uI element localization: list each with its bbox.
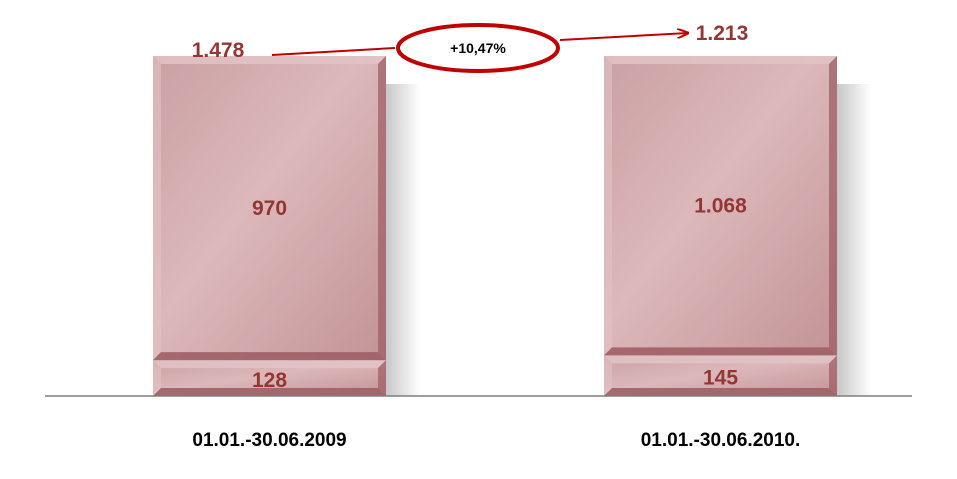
bar-top-0-bevel-left: [153, 56, 161, 361]
value-label-top-0: 970: [252, 197, 287, 220]
bar-base-0-bevel-left: [153, 360, 161, 396]
bar-shadows: [386, 84, 871, 396]
growth-arrow: [271, 47, 396, 56]
bar-base-1-bevel-bottom: [604, 388, 837, 396]
bar-base-1-bevel-left: [604, 355, 612, 396]
bars: [153, 56, 837, 396]
growth-label: +10,47%: [450, 40, 506, 56]
bar-top-0: [153, 56, 386, 361]
bar-base-0: [153, 360, 386, 396]
growth-annotation: +10,47%: [271, 23, 688, 73]
category-label-0: 01.01.-30.06.2009: [192, 430, 346, 451]
value-label-top-1: 1.068: [694, 195, 747, 218]
bar-top-0-face: [153, 56, 386, 361]
bar-shadow-1: [837, 84, 871, 396]
bar-top-1-bevel-top: [604, 56, 837, 64]
bar-base-0-bevel-right: [378, 360, 386, 396]
growth-ellipse: [396, 23, 560, 73]
bar-shadow-0: [386, 84, 420, 396]
bar-base-0-bevel-top: [153, 360, 386, 369]
value-label-base-0: 128: [252, 369, 287, 392]
bar-base-1-bevel-top: [604, 355, 837, 364]
bar-top-1: [604, 56, 837, 356]
value-label-base-1: 145: [703, 367, 738, 390]
labels: 128 970 01.01.-30.06.2009 145 1.068 01.01.-30…: [192, 22, 801, 451]
bar-base-0-bevel-bottom: [153, 388, 386, 396]
bar-top-0-bevel-bottom: [153, 352, 386, 361]
bar-base-1-bevel-right: [829, 355, 837, 396]
bar-top-1-bevel-left: [604, 56, 612, 356]
bar-top-1-bevel-bottom: [604, 347, 837, 356]
bar-top-1-face: [604, 56, 837, 356]
total-label-1: 1.213: [696, 22, 749, 45]
bar-top-1-bevel-right: [829, 56, 837, 356]
bar-top-0-bevel-right: [378, 56, 386, 361]
category-label-1: 01.01.-30.06.2010.: [641, 430, 801, 451]
bar-base-1: [604, 355, 837, 396]
bar-top-0-bevel-top: [153, 56, 386, 64]
total-label-0: 1.478: [192, 39, 245, 62]
growth-arrow-head: [559, 33, 688, 41]
